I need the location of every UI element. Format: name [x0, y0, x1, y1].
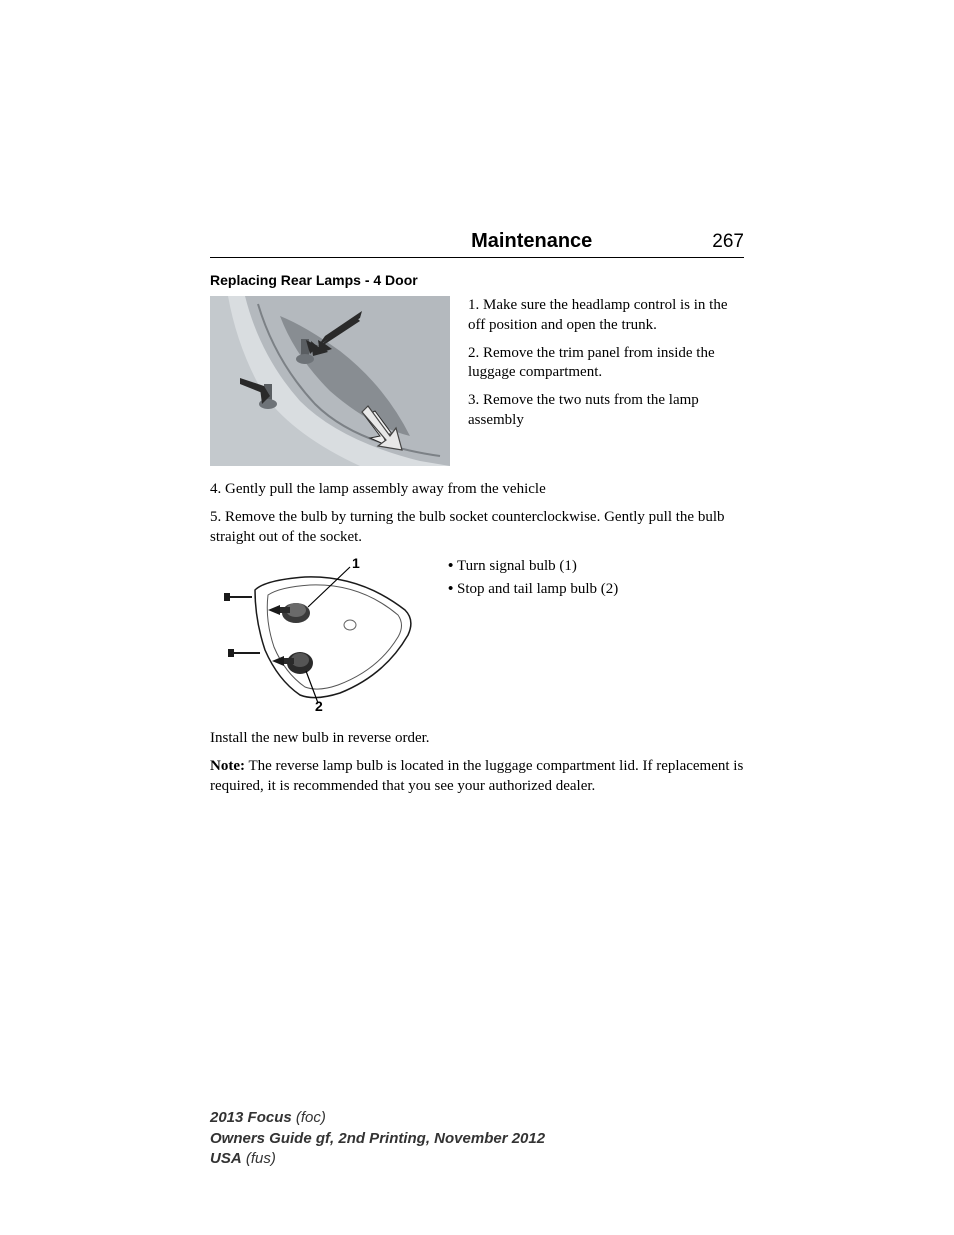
- figure-1-rear-lamp-nuts: [210, 296, 450, 466]
- note-paragraph: Note: The reverse lamp bulb is located i…: [210, 757, 744, 797]
- figure-1-steps: 1. Make sure the headlamp control is in …: [468, 296, 744, 439]
- step-5: 5. Remove the bulb by turning the bulb s…: [210, 508, 744, 548]
- step-1: 1. Make sure the headlamp control is in …: [468, 296, 744, 336]
- step-3: 3. Remove the two nuts from the lamp ass…: [468, 391, 744, 431]
- note-label: Note:: [210, 758, 245, 774]
- page-number: 267: [712, 231, 744, 253]
- page-header: Maintenance 267: [210, 230, 744, 258]
- footer-model: 2013 Focus: [210, 1109, 292, 1126]
- bullet-turn-signal: Turn signal bulb (1): [448, 555, 744, 578]
- install-line: Install the new bulb in reverse order.: [210, 729, 744, 749]
- step-4: 4. Gently pull the lamp assembly away fr…: [210, 480, 744, 500]
- footer-block: 2013 Focus (foc) Owners Guide gf, 2nd Pr…: [210, 1108, 545, 1169]
- step-2: 2. Remove the trim panel from inside the…: [468, 344, 744, 384]
- footer-model-code: (foc): [292, 1109, 326, 1126]
- callout-1: 1: [352, 555, 360, 571]
- figure-2-bullets: Turn signal bulb (1) Stop and tail lamp …: [448, 555, 744, 600]
- footer-guide: Owners Guide gf, 2nd Printing, November …: [210, 1129, 545, 1149]
- footer-region: USA: [210, 1150, 242, 1167]
- section-header-title: Maintenance: [471, 230, 592, 253]
- figure-2-lamp-assembly: 1 2: [210, 555, 430, 715]
- section-title: Replacing Rear Lamps - 4 Door: [210, 272, 744, 288]
- callout-2: 2: [315, 698, 323, 714]
- footer-region-code: (fus): [242, 1150, 276, 1167]
- note-text: The reverse lamp bulb is located in the …: [210, 758, 743, 794]
- bullet-stop-tail: Stop and tail lamp bulb (2): [448, 578, 744, 601]
